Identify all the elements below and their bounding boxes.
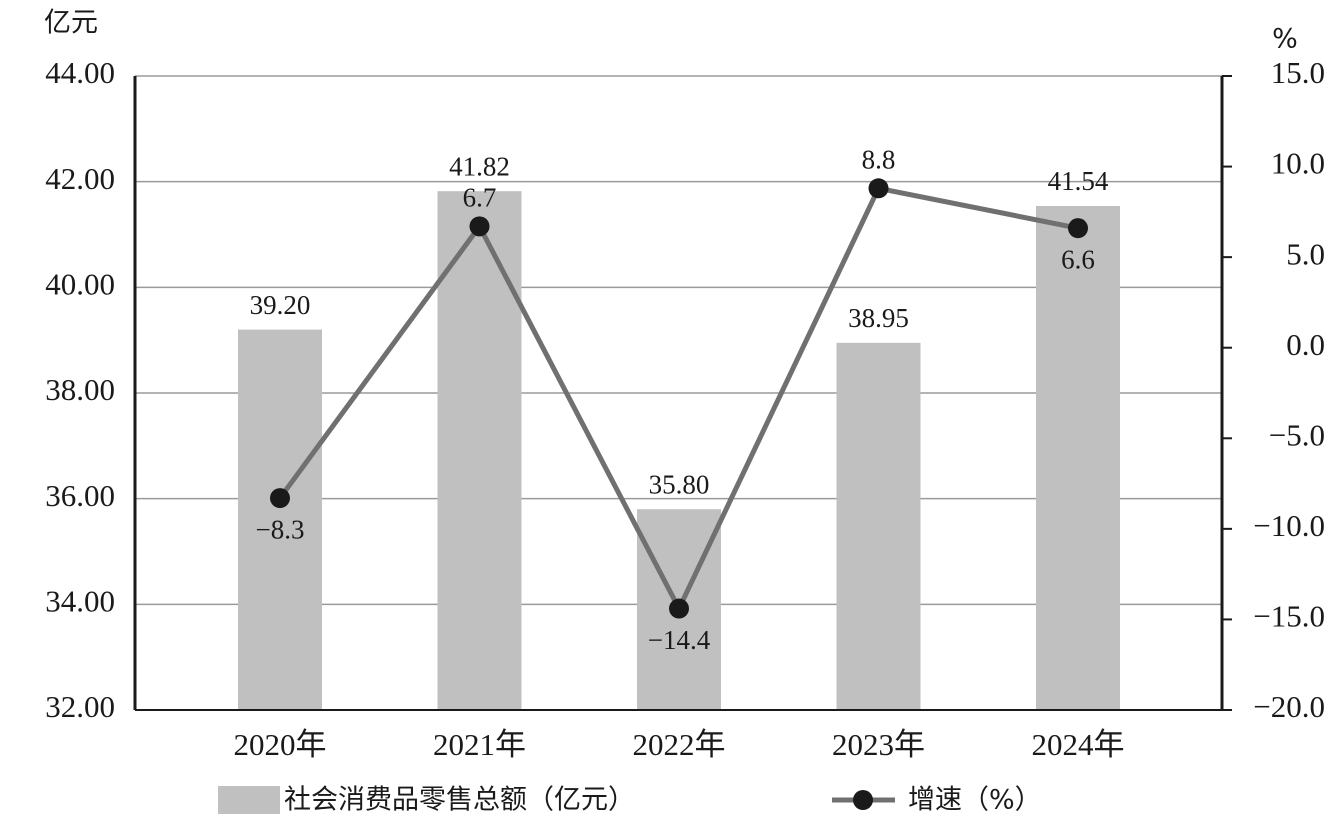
x-tick-label: 2022年 (633, 727, 726, 762)
line-value-label: 6.6 (1061, 244, 1095, 274)
y2-tick-label: −20.0 (1253, 689, 1325, 724)
line-value-label: −8.3 (256, 514, 305, 544)
y-axis-label: 亿元 (44, 8, 98, 39)
legend-swatch (218, 786, 280, 814)
y2-axis-label: % (1272, 24, 1298, 55)
legend-marker (853, 790, 873, 810)
line-marker (1068, 218, 1088, 239)
bar (836, 342, 921, 710)
line-value-label: 6.7 (463, 183, 497, 213)
y2-tick-label: −5.0 (1269, 417, 1325, 452)
line-marker (868, 178, 889, 199)
line-marker (469, 216, 490, 237)
legend-label: 社会消费品零售总额（亿元） (284, 785, 635, 816)
bar-value-label: 35.80 (649, 469, 710, 499)
y-tick-label: 38.00 (45, 372, 115, 407)
line-value-label: 8.8 (862, 145, 896, 175)
y-tick-label: 40.00 (45, 266, 115, 301)
x-tick-label: 2024年 (1032, 727, 1125, 762)
y-tick-label: 44.00 (45, 55, 115, 90)
bar (238, 329, 322, 710)
y-tick-label: 36.00 (45, 478, 115, 513)
y2-tick-label: −15.0 (1253, 599, 1325, 634)
line-marker (270, 488, 290, 509)
bar (1036, 205, 1120, 710)
legend-label: 增速（%） (908, 785, 1042, 816)
y2-tick-label: 5.0 (1286, 236, 1325, 271)
y2-tick-label: −10.0 (1253, 508, 1325, 543)
x-tick-label: 2023年 (832, 727, 925, 762)
bar-value-label: 41.54 (1048, 166, 1109, 196)
line-marker (669, 598, 689, 619)
y2-tick-label: 10.0 (1271, 146, 1325, 181)
bar-value-label: 41.82 (449, 151, 510, 181)
y-tick-label: 32.00 (45, 689, 115, 724)
y2-tick-label: 15.0 (1271, 55, 1325, 90)
x-tick-label: 2021年 (433, 727, 526, 762)
x-tick-label: 2020年 (234, 727, 327, 762)
bar-value-label: 38.95 (848, 303, 909, 333)
y-tick-label: 34.00 (45, 583, 115, 618)
bar-value-label: 39.20 (250, 290, 311, 320)
y2-tick-label: 0.0 (1286, 327, 1325, 362)
line-value-label: −14.4 (648, 625, 711, 655)
y-tick-label: 42.00 (45, 161, 115, 196)
